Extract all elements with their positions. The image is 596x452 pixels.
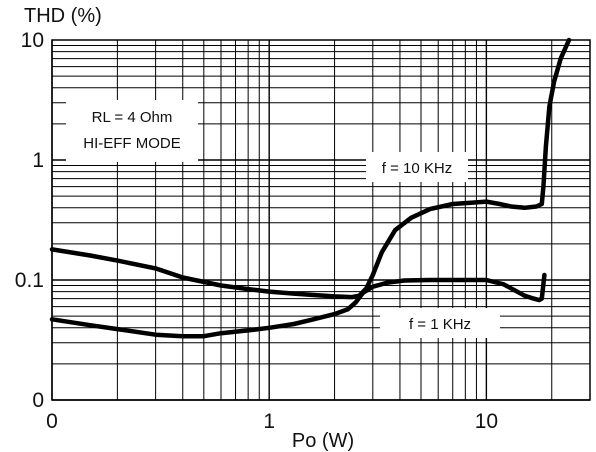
- grid-lines: [51, 40, 591, 401]
- y-tick-label: 10: [21, 29, 44, 52]
- plot-frame: [51, 39, 591, 401]
- y-tick-label: 0.1: [15, 269, 44, 292]
- y-tick-label: 0: [32, 389, 44, 412]
- condition-label-line-2: HI-EFF MODE: [83, 135, 181, 152]
- y-axis-title: THD (%): [24, 5, 102, 27]
- x-axis-title: Po (W): [292, 430, 354, 452]
- series-label-10khz-text: f = 10 KHz: [382, 160, 452, 177]
- condition-label-box: RL = 4 Ohm HI-EFF MODE: [66, 100, 198, 162]
- series-label-10khz: f = 10 KHz: [366, 152, 468, 182]
- series-line-10khz: [49, 37, 572, 300]
- series-label-1khz-text: f = 1 KHz: [409, 316, 471, 333]
- condition-label-line-1: RL = 4 Ohm: [92, 109, 173, 126]
- y-tick-label: 1: [32, 149, 44, 172]
- x-tick-labels: 0 1 10: [46, 410, 498, 433]
- x-tick-label: 10: [475, 410, 498, 433]
- data-curves: [49, 37, 572, 339]
- series-line-1khz: [49, 272, 547, 339]
- x-tick-label: 0: [46, 410, 58, 433]
- y-tick-labels: 0 0.1 1 10: [15, 29, 44, 412]
- x-tick-label: 1: [263, 410, 275, 433]
- series-label-1khz: f = 1 KHz: [380, 308, 500, 338]
